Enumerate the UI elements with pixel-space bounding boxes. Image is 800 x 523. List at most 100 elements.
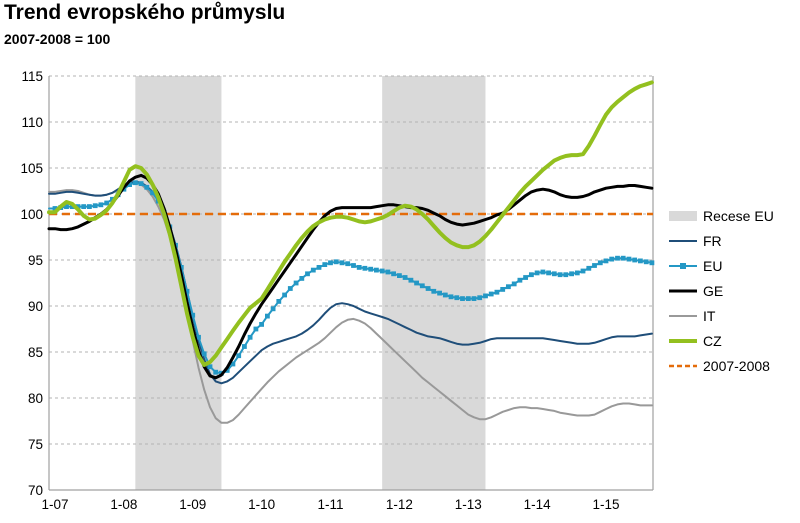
series-marker-eu xyxy=(425,286,431,291)
series-line-it xyxy=(48,181,653,424)
series-marker-eu xyxy=(356,265,362,270)
x-axis-tick-label: 1-13 xyxy=(455,497,482,512)
series-marker-eu xyxy=(632,257,638,263)
legend-swatch xyxy=(669,338,697,343)
series-marker-eu xyxy=(460,296,465,301)
series-marker-eu xyxy=(305,271,310,277)
series-marker-eu xyxy=(511,281,517,287)
y-axis-tick-label: 85 xyxy=(28,345,43,360)
series-marker-eu xyxy=(534,270,540,276)
series-marker-eu xyxy=(529,272,534,278)
series-marker-eu xyxy=(276,299,282,304)
series-marker-eu xyxy=(52,206,58,211)
series-marker-eu xyxy=(339,260,345,266)
series-marker-eu xyxy=(483,293,488,299)
series-marker-eu xyxy=(615,255,620,261)
series-marker-eu xyxy=(574,270,580,276)
series-marker-eu xyxy=(184,288,190,294)
legend-item-ge: GE xyxy=(668,278,774,303)
x-axis-tick-label: 1-09 xyxy=(179,497,206,512)
series-marker-eu xyxy=(133,180,138,186)
series-marker-eu xyxy=(287,286,293,291)
series-marker-eu xyxy=(419,283,425,289)
series-marker-eu xyxy=(75,204,81,209)
series-marker-eu xyxy=(402,275,408,280)
series-marker-eu xyxy=(379,268,385,274)
series-marker-eu xyxy=(643,259,649,265)
series-line-eu xyxy=(48,181,653,375)
series-marker-eu xyxy=(368,266,374,272)
legend-swatch xyxy=(669,289,697,292)
legend-item-eu: EU xyxy=(668,253,774,278)
series-marker-eu xyxy=(259,322,264,327)
x-axis-tick-label: 1-14 xyxy=(524,497,552,512)
series-marker-eu xyxy=(431,288,437,294)
legend-swatch xyxy=(669,239,697,242)
series-marker-eu xyxy=(517,277,523,283)
series-marker-eu xyxy=(442,292,448,298)
series-marker-eu xyxy=(448,294,454,300)
x-axis-tick-label: 1-08 xyxy=(110,497,137,512)
series-marker-eu xyxy=(64,204,69,209)
x-axis-tick-label: 1-10 xyxy=(248,497,275,512)
series-marker-eu xyxy=(144,184,150,190)
series-marker-eu xyxy=(282,292,287,298)
y-axis-tick-label: 70 xyxy=(28,483,43,498)
series-marker-eu xyxy=(242,344,247,349)
series-marker-eu xyxy=(580,268,586,274)
series-marker-eu xyxy=(638,258,643,264)
series-marker-eu xyxy=(494,289,500,295)
series-marker-eu xyxy=(247,334,253,340)
series-marker-eu xyxy=(408,277,414,283)
y-axis-tick-label: 90 xyxy=(28,299,43,314)
series-marker-eu xyxy=(362,265,368,271)
series-marker-eu xyxy=(253,326,259,332)
series-marker-eu xyxy=(127,182,132,187)
series-marker-eu xyxy=(81,204,87,209)
series-marker-eu xyxy=(213,369,219,375)
series-marker-eu xyxy=(293,280,299,286)
recession-band xyxy=(135,76,222,490)
legend-item-fr: FR xyxy=(668,228,774,253)
legend-label: EU xyxy=(703,257,723,274)
series-marker-eu xyxy=(104,200,110,206)
series-marker-eu xyxy=(190,312,196,318)
legend-swatch xyxy=(669,210,697,221)
series-marker-eu xyxy=(454,295,460,301)
series-marker-eu xyxy=(333,259,339,265)
series-marker-eu xyxy=(322,262,328,267)
series-marker-eu xyxy=(586,265,592,271)
legend-item-cz: CZ xyxy=(668,328,774,353)
y-axis-tick-label: 100 xyxy=(20,207,43,222)
series-marker-eu xyxy=(310,267,316,273)
series-marker-eu xyxy=(265,313,270,319)
series-marker-eu xyxy=(471,296,477,301)
series-marker-eu xyxy=(397,273,402,278)
y-axis-tick-label: 115 xyxy=(21,69,43,84)
series-marker-eu xyxy=(236,353,242,359)
series-marker-eu xyxy=(316,265,322,270)
series-marker-eu xyxy=(374,267,379,273)
series-marker-eu xyxy=(385,269,391,275)
series-marker-eu xyxy=(207,364,213,370)
series-marker-eu xyxy=(569,271,574,277)
series-marker-eu xyxy=(196,334,201,340)
legend-label: GE xyxy=(703,282,724,299)
series-marker-eu xyxy=(592,263,597,268)
series-marker-eu xyxy=(98,202,104,208)
series-marker-eu xyxy=(609,256,615,262)
x-axis-tick-label: 1-07 xyxy=(41,497,68,512)
series-marker-eu xyxy=(299,276,305,281)
series-marker-eu xyxy=(87,204,92,209)
legend-item-it: IT xyxy=(668,303,774,328)
legend-label: IT xyxy=(703,307,716,324)
series-marker-eu xyxy=(437,290,442,296)
series-marker-eu xyxy=(626,256,632,262)
series-marker-eu xyxy=(649,260,655,266)
series-marker-eu xyxy=(224,368,230,373)
series-marker-eu xyxy=(620,255,626,261)
series-marker-eu xyxy=(500,287,506,292)
series-marker-eu xyxy=(391,271,396,277)
